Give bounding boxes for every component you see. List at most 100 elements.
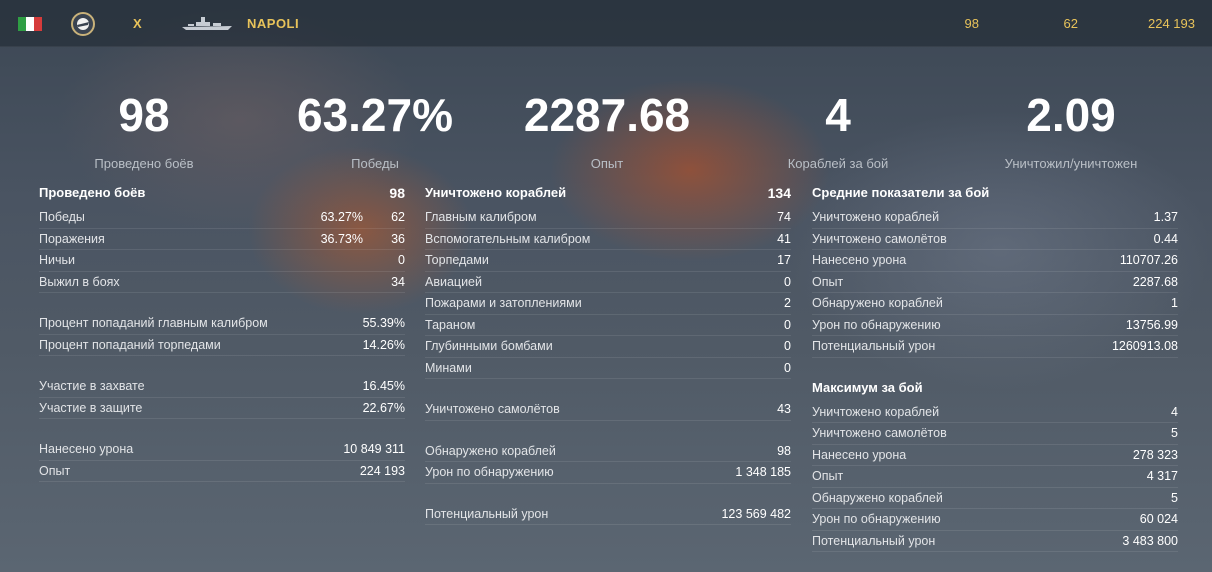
summary-battles-value: 98 bbox=[118, 89, 170, 141]
stat-percent: 36.73% bbox=[320, 231, 363, 246]
stat-label: Обнаружено кораблей bbox=[812, 296, 943, 310]
stat-row-xp: Опыт 224 193 bbox=[39, 461, 405, 482]
stat-value: 60 024 bbox=[1139, 512, 1178, 526]
italy-flag-icon bbox=[18, 17, 42, 31]
kills-header: Уничтожено кораблей 134 bbox=[425, 183, 791, 207]
kills-header-title: Уничтожено кораблей bbox=[425, 185, 567, 200]
stat-value: 1260913.08 bbox=[1111, 339, 1178, 353]
maximum-row: Нанесено урона 278 323 bbox=[812, 445, 1178, 466]
average-row: Обнаружено кораблей 1 bbox=[812, 293, 1178, 315]
stat-row-main-battery-hit: Процент попаданий главным калибром 55.39… bbox=[39, 313, 405, 335]
stat-label: Глубинными бомбами bbox=[425, 339, 553, 353]
kills-breakdown-row: Минами 0 bbox=[425, 358, 791, 379]
stat-value: 110707.26 bbox=[1119, 253, 1178, 267]
summary-battles-label: Проведено боёв bbox=[94, 156, 194, 171]
stat-value: 123 569 482 bbox=[721, 506, 791, 521]
ship-class-emblem-icon bbox=[71, 12, 95, 36]
stat-label: Пожарами и затоплениями bbox=[425, 296, 582, 310]
stat-label: Нанесено урона bbox=[812, 447, 907, 462]
stat-row-defense: Участие в защите 22.67% bbox=[39, 398, 405, 419]
kills-header-value: 134 bbox=[767, 185, 791, 201]
stat-value: 74 bbox=[777, 210, 791, 224]
stat-row-losses: Поражения 36.73% 36 bbox=[39, 229, 405, 250]
stat-label: Участие в захвате bbox=[39, 379, 145, 393]
stat-label: Опыт bbox=[812, 274, 844, 289]
maximum-row: Урон по обнаружению 60 024 bbox=[812, 509, 1178, 531]
ship-name: NAPOLI bbox=[247, 16, 300, 31]
stat-value: 13756.99 bbox=[1125, 317, 1178, 332]
kills-list: Главным калибром 74 Вспомогательным калибр… bbox=[425, 207, 791, 379]
stat-value: 4 317 bbox=[1146, 469, 1178, 483]
stat-percent: 63.27% bbox=[320, 210, 363, 224]
stat-value: 22.67% bbox=[362, 400, 405, 415]
average-row: Потенциальный урон 1260913.08 bbox=[812, 336, 1178, 358]
stat-value: 10 849 311 bbox=[343, 442, 405, 456]
stat-label: Опыт bbox=[812, 469, 844, 483]
maximum-header-title: Максимум за бой bbox=[812, 379, 923, 395]
stat-value: 16.45% bbox=[362, 379, 405, 393]
stat-label: Уничтожено самолётов bbox=[812, 426, 947, 440]
stat-value: 2 bbox=[784, 296, 791, 310]
summary-wins-label: Победы bbox=[351, 156, 399, 171]
maximum-list: Уничтожено кораблей 4 Уничтожено самолётов… bbox=[812, 402, 1178, 552]
maximum-row: Уничтожено кораблей 4 bbox=[812, 402, 1178, 423]
flag-stripe-white bbox=[26, 17, 34, 31]
stat-label: Потенциальный урон bbox=[812, 339, 936, 353]
stat-value: 0 bbox=[784, 274, 791, 289]
stat-value: 0.44 bbox=[1153, 231, 1178, 246]
stat-value: 36 bbox=[391, 231, 405, 246]
stat-value: 278 323 bbox=[1132, 447, 1178, 462]
stat-label: Участие в защите bbox=[39, 400, 143, 415]
stat-value: 17 bbox=[777, 253, 791, 267]
stat-value: 1 bbox=[1171, 296, 1178, 310]
stat-value: 3 483 800 bbox=[1122, 533, 1178, 548]
stat-label: Уничтожено самолётов bbox=[812, 231, 947, 246]
stat-value: 34 bbox=[391, 274, 405, 289]
stat-row-capture: Участие в захвате 16.45% bbox=[39, 376, 405, 398]
stat-value: 55.39% bbox=[362, 316, 405, 330]
stat-label: Победы bbox=[39, 210, 85, 224]
stat-value: 0 bbox=[784, 360, 791, 375]
flag-stripe-red bbox=[34, 17, 42, 31]
battles-header-title: Проведено боёв bbox=[39, 185, 146, 200]
stat-label: Поражения bbox=[39, 231, 105, 246]
stat-label: Главным калибром bbox=[425, 210, 537, 224]
stat-label: Урон по обнаружению bbox=[812, 317, 941, 332]
average-header: Средние показатели за бой bbox=[812, 183, 1178, 207]
maximum-row: Потенциальный урон 3 483 800 bbox=[812, 531, 1178, 552]
stat-label: Вспомогательным калибром bbox=[425, 231, 591, 246]
stat-label: Уничтожено самолётов bbox=[425, 402, 560, 416]
stat-value: 62 bbox=[391, 210, 405, 224]
stat-value: 1 348 185 bbox=[735, 465, 791, 479]
kills-breakdown-row: Торпедами 17 bbox=[425, 250, 791, 272]
stat-label: Нанесено урона bbox=[812, 253, 907, 267]
summary-xp-value: 2287.68 bbox=[523, 89, 691, 141]
stat-label: Ничьи bbox=[39, 253, 76, 267]
stat-label: Тараном bbox=[425, 317, 476, 332]
average-row: Опыт 2287.68 bbox=[812, 272, 1178, 293]
stat-label: Потенциальный урон bbox=[812, 533, 936, 548]
kills-column: Уничтожено кораблей 134 Главным калибром… bbox=[425, 183, 791, 525]
stat-label: Авиацией bbox=[425, 274, 482, 289]
stat-row-survived: Выжил в боях 34 bbox=[39, 272, 405, 293]
stat-row-draws: Ничьи 0 bbox=[39, 250, 405, 272]
ship-tier: X bbox=[133, 16, 142, 31]
kills-breakdown-row: Главным калибром 74 bbox=[425, 207, 791, 229]
stat-row-planes-destroyed: Уничтожено самолётов 43 bbox=[425, 399, 791, 421]
summary-kd-label: Уничтожил/уничтожен bbox=[1004, 156, 1138, 171]
stat-label: Опыт bbox=[39, 463, 71, 478]
header-xp: 224 193 bbox=[1148, 16, 1195, 31]
stat-label: Минами bbox=[425, 360, 472, 375]
stat-value: 0 bbox=[398, 253, 405, 267]
stat-value: 5 bbox=[1171, 426, 1178, 440]
stat-value: 41 bbox=[777, 231, 791, 246]
header-battles: 98 bbox=[964, 16, 979, 31]
battles-header: Проведено боёв 98 bbox=[39, 183, 405, 207]
maximum-row: Обнаружено кораблей 5 bbox=[812, 488, 1178, 509]
battles-header-value: 98 bbox=[389, 185, 405, 201]
summary-xp-label: Опыт bbox=[590, 156, 624, 171]
stat-label: Процент попаданий главным калибром bbox=[39, 316, 268, 330]
maximum-row: Опыт 4 317 bbox=[812, 466, 1178, 488]
stat-value: 4 bbox=[1171, 404, 1178, 419]
stat-label: Обнаружено кораблей bbox=[425, 443, 556, 458]
